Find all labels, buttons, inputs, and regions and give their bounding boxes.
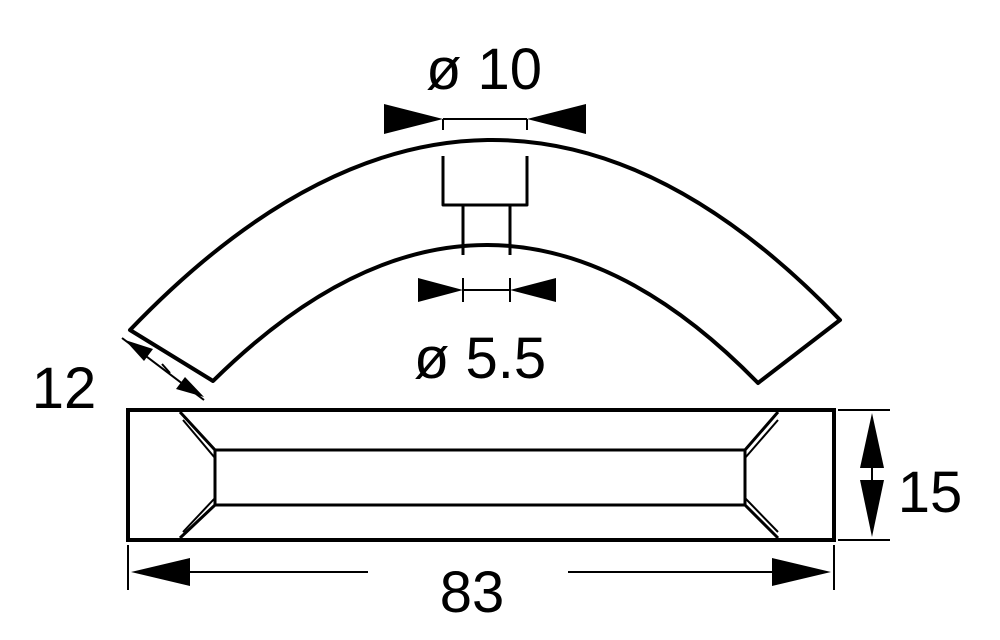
dimension-hole-small: ø 5.5 xyxy=(414,278,556,391)
arrowhead-up xyxy=(860,413,884,468)
arrowhead-lower xyxy=(176,377,204,397)
dimension-thickness: 12 xyxy=(32,337,205,421)
bevel-bottom xyxy=(178,503,780,540)
arrowhead-down xyxy=(860,480,884,537)
dimension-height: 15 xyxy=(838,409,963,541)
thickness-label: 12 xyxy=(32,356,97,421)
height-label: 15 xyxy=(898,460,963,525)
arrowhead-right xyxy=(510,278,556,302)
arrowhead-left xyxy=(131,558,190,586)
hole-small-label: ø 5.5 xyxy=(414,326,546,391)
arc-body-outline xyxy=(128,138,842,385)
top-view xyxy=(128,138,842,385)
counterbore xyxy=(441,156,529,207)
dimension-length: 83 xyxy=(127,545,835,625)
bevel-line xyxy=(744,497,779,533)
bevel-top xyxy=(178,410,780,452)
side-view xyxy=(126,408,836,542)
arrowhead-left xyxy=(418,278,463,302)
arrowhead-left xyxy=(384,104,443,134)
hole-large-label: ø 10 xyxy=(426,37,542,102)
length-label: 83 xyxy=(440,560,505,625)
arrowhead-right xyxy=(772,558,831,586)
bevel-line xyxy=(182,419,216,459)
dimension-hole-large: ø 10 xyxy=(384,37,586,134)
bevel-line xyxy=(744,419,779,459)
arrowhead-right xyxy=(527,104,586,134)
bevel-line xyxy=(182,497,216,533)
side-view-outline xyxy=(126,408,836,542)
through-hole xyxy=(461,205,512,255)
arrowhead-upper xyxy=(125,340,153,361)
